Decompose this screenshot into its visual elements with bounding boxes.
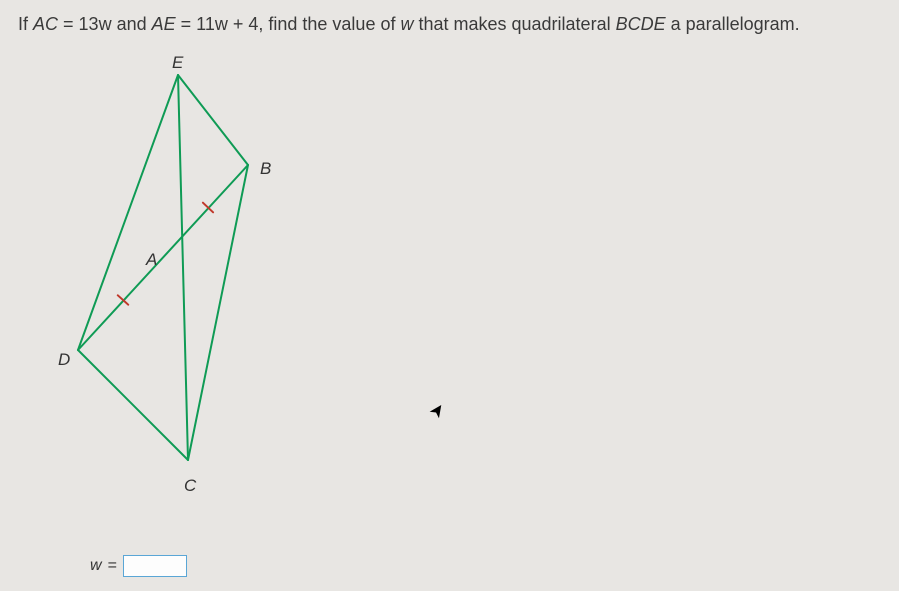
vertex-label-b: B [260,159,271,179]
answer-input[interactable] [123,555,187,577]
vertex-label-d: D [58,350,70,370]
diagram-svg [18,55,438,485]
geometry-diagram: E B A D C [18,55,438,485]
q-mid2: that makes quadrilateral [413,14,615,34]
q-ae: AE [152,14,176,34]
q-eq2: = [176,14,197,34]
vertex-label-a: A [146,250,157,270]
answer-row: w = [90,555,187,577]
q-ac: AC [33,14,58,34]
q-prefix: If [18,14,33,34]
q-ac-expr: 13w [79,14,112,34]
answer-w-label: w [90,557,102,575]
q-quad: BCDE [616,14,666,34]
q-and: and [112,14,152,34]
q-w: w [400,14,413,34]
vertex-label-c: C [184,476,196,496]
q-eq1: = [58,14,79,34]
q-mid: , find the value of [258,14,400,34]
question-text: If AC = 13w and AE = 11w + 4, find the v… [18,12,881,37]
q-ae-expr: 11w + 4 [196,14,258,34]
vertex-label-e: E [172,53,183,73]
answer-equals: = [108,557,117,575]
q-tail: a parallelogram. [666,14,800,34]
